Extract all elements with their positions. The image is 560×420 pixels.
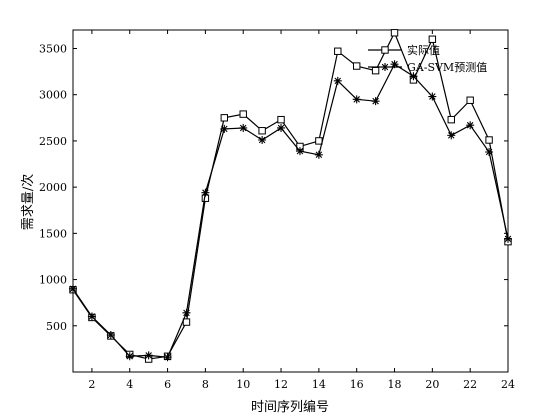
x-axis-label: 时间序列编号 (251, 400, 329, 415)
data-point-star (447, 131, 456, 140)
series-layer (69, 29, 512, 363)
data-point-star (295, 147, 304, 156)
data-point-star (239, 123, 248, 132)
data-point-star (69, 284, 77, 293)
x-tick-label: 14 (312, 378, 326, 391)
y-tick-label: 1000 (39, 274, 67, 287)
x-tick-label: 8 (202, 378, 209, 391)
data-point-square (352, 62, 361, 70)
data-point-star (277, 123, 286, 132)
x-tick-label: 16 (350, 378, 364, 391)
data-point-star (220, 124, 229, 133)
y-tick-label: 1500 (39, 227, 67, 240)
legend-label: GA-SVM预测值 (407, 61, 487, 74)
data-point-square (220, 114, 229, 122)
x-tick-label: 24 (501, 378, 515, 391)
data-point-star (333, 76, 342, 85)
data-point-star (409, 72, 418, 81)
data-point-star (163, 353, 172, 362)
series-1 (69, 29, 512, 363)
x-tick-label: 20 (425, 378, 439, 391)
data-point-square (277, 115, 285, 124)
legend-label: 实际值 (407, 43, 440, 57)
data-point-star (106, 331, 115, 340)
data-point-square (371, 66, 380, 75)
x-axis-ticks: 2 4 6 8 10 12 14 16 18 20 22 24 (88, 30, 515, 391)
data-point-square (466, 96, 474, 104)
data-point-star (258, 135, 267, 144)
series-line (72, 31, 509, 360)
legend-item: 实际值 (368, 43, 440, 57)
data-point-square (258, 127, 266, 135)
data-point-square (334, 47, 342, 55)
data-point-star (314, 150, 323, 159)
data-point-star (485, 148, 494, 157)
plot-frame (72, 29, 509, 373)
y-axis-ticks: 500 1000 1500 2000 2500 3000 3500 (39, 42, 508, 333)
y-tick-label: 2000 (39, 181, 67, 194)
data-point-star (390, 60, 399, 69)
y-tick-label: 2500 (39, 135, 67, 148)
data-point-square (485, 136, 493, 144)
data-point-star (144, 351, 153, 360)
legend: 实际值 GA-SVM预测值 (368, 43, 487, 74)
x-tick-label: 6 (164, 378, 171, 391)
series-line (72, 63, 509, 358)
data-point-star (504, 234, 512, 243)
x-tick-label: 22 (463, 378, 477, 391)
data-point-star (428, 92, 437, 101)
data-point-star (87, 312, 96, 321)
data-point-square (428, 35, 437, 43)
data-point-square (390, 29, 399, 37)
plot-area (72, 29, 509, 373)
data-point-star (125, 352, 134, 361)
series-2 (69, 60, 512, 362)
data-point-star (182, 308, 191, 317)
y-tick-label: 500 (46, 320, 67, 333)
y-axis-label: 需求量/次 (20, 174, 36, 230)
data-point-star (352, 95, 361, 104)
legend-item: GA-SVM预测值 (368, 61, 487, 74)
x-tick-label: 10 (236, 378, 250, 391)
data-point-star (466, 121, 475, 130)
data-point-star (371, 97, 380, 106)
y-tick-label: 3500 (39, 42, 67, 55)
data-point-square (315, 137, 323, 145)
x-tick-label: 18 (388, 378, 402, 391)
x-tick-label: 4 (126, 378, 133, 391)
data-point-square (239, 110, 247, 118)
legend-marker-star (381, 63, 389, 71)
data-point-star (201, 188, 210, 197)
x-tick-label: 12 (274, 378, 288, 391)
y-tick-label: 3000 (39, 89, 67, 102)
x-tick-label: 2 (88, 378, 95, 391)
data-point-square (182, 318, 191, 326)
legend-marker-square (381, 46, 389, 54)
data-point-square (447, 115, 455, 124)
